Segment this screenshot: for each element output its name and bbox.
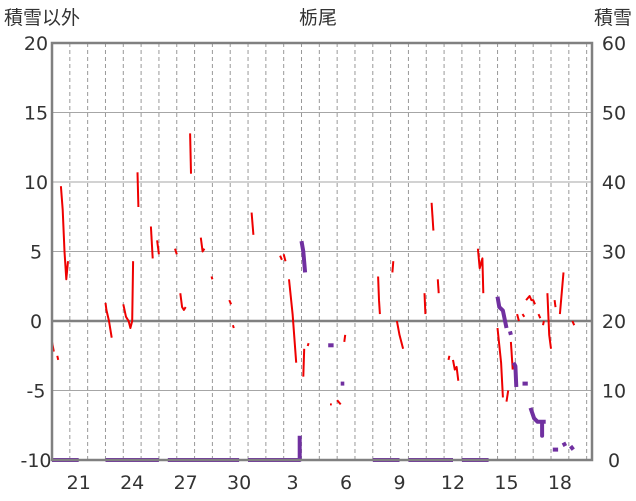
- temperature-segment: [199, 237, 206, 253]
- temperature-segment: [189, 133, 192, 174]
- left-y-tick-label: -5: [27, 381, 46, 403]
- left-y-tick-label: 10: [24, 172, 48, 194]
- temperature-segment: [395, 320, 405, 350]
- x-tick-label: 6: [340, 472, 352, 494]
- temperature-segment: [228, 299, 233, 305]
- right-axis-label: 積雪: [594, 7, 632, 29]
- temperature-segment: [174, 248, 178, 255]
- temperature-segment: [306, 342, 310, 347]
- temperature-segment: [509, 341, 514, 370]
- x-tick-label: 18: [548, 472, 572, 494]
- left-y-tick-label: 0: [30, 311, 42, 333]
- x-tick-label: 27: [174, 472, 198, 494]
- x-tick-label: 15: [494, 472, 518, 494]
- left-y-tick-label: -10: [20, 450, 51, 472]
- x-tick-label: 21: [67, 472, 91, 494]
- temperature-segment: [56, 355, 60, 361]
- right-y-tick-label: 10: [602, 381, 626, 403]
- temperature-segment: [104, 302, 113, 338]
- snow-depth-segment: [528, 407, 546, 438]
- snow-depth-segment: [569, 444, 575, 451]
- temperature-segment: [558, 272, 565, 315]
- right-y-tick-label: 40: [602, 172, 626, 194]
- temperature-segment: [553, 299, 557, 308]
- temperature-segment: [288, 279, 298, 363]
- left-axis-label: 積雪以外: [4, 7, 80, 29]
- snow-depth-segment: [561, 441, 568, 448]
- right-y-tick-label: 0: [608, 450, 620, 472]
- grid: [52, 43, 592, 460]
- left-y-tick-label: 20: [24, 33, 48, 55]
- x-tick-label: 30: [227, 472, 251, 494]
- temperature-segment: [571, 320, 576, 326]
- plot-frame: [50, 41, 594, 462]
- temperature-segment: [521, 313, 526, 318]
- temperature-segment: [279, 255, 283, 261]
- temperature-segment: [505, 390, 510, 402]
- x-tick-label: 12: [441, 472, 465, 494]
- temperature-segment: [546, 293, 552, 349]
- temperature-segment: [447, 355, 451, 361]
- right-y-tick-label: 20: [602, 311, 626, 333]
- chart-title: 栃尾: [299, 7, 337, 29]
- x-tick-label: 24: [120, 472, 144, 494]
- temperature-segment: [496, 327, 504, 398]
- temperature-segment: [542, 320, 545, 326]
- snow-depth-segment: [299, 240, 308, 273]
- temperature-segment: [156, 240, 160, 255]
- right-y-tick-label: 30: [602, 242, 626, 264]
- snow-depth-segment: [508, 330, 513, 336]
- temperature-segment: [343, 334, 347, 343]
- temperature-segment: [476, 248, 485, 294]
- snow-depth-segment: [511, 361, 519, 388]
- x-tick-label: 9: [393, 472, 405, 494]
- temperature-segment: [336, 399, 342, 406]
- temperature-segment: [423, 293, 427, 315]
- right-y-tick-label: 50: [602, 103, 626, 125]
- temperature-segment: [377, 276, 381, 315]
- temperature-segment: [122, 261, 135, 329]
- x-tick-label: 3: [287, 472, 299, 494]
- temperature-segment: [231, 324, 235, 329]
- temperature-segment: [516, 313, 520, 322]
- right-y-tick-label: 60: [602, 33, 626, 55]
- left-y-tick-label: 5: [30, 242, 42, 264]
- temperature-segment: [136, 172, 140, 208]
- temperature-segment: [391, 261, 395, 273]
- temperature-segment: [452, 359, 460, 381]
- temperature-segment: [250, 212, 255, 235]
- temperature-segment: [282, 254, 287, 262]
- temperature-segment: [302, 348, 306, 377]
- temperature-segment: [210, 276, 214, 280]
- snow-depth-segment: [248, 435, 302, 462]
- temperature-segment: [430, 202, 435, 231]
- temperature-segment: [149, 226, 154, 259]
- temperature-segment: [179, 293, 187, 311]
- temperature-segment: [59, 186, 69, 281]
- snow-depth-segment: [495, 296, 509, 329]
- temperature-segment: [525, 295, 536, 305]
- left-y-tick-label: 15: [24, 103, 48, 125]
- temperature-segment: [436, 279, 440, 294]
- temperature-segment: [537, 313, 542, 319]
